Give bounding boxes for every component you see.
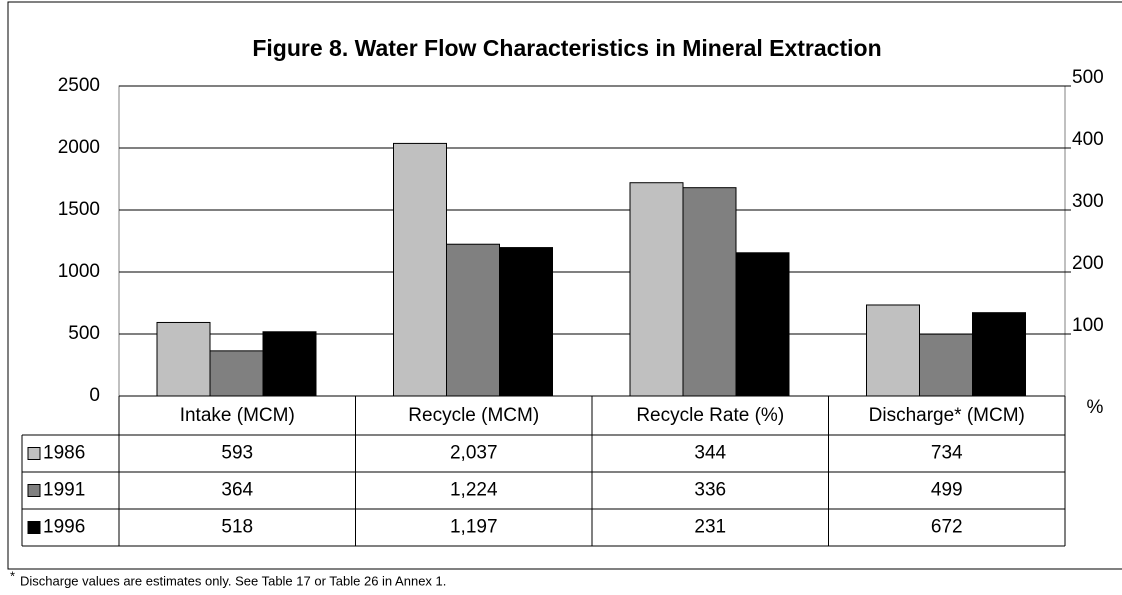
y2-tick-label: 100 bbox=[1072, 315, 1104, 336]
y2-tick-label: 200 bbox=[1072, 253, 1104, 274]
bar bbox=[393, 142, 447, 397]
table-cell: 734 bbox=[931, 443, 963, 464]
table-cell: 364 bbox=[221, 480, 253, 501]
table-cell: 336 bbox=[694, 480, 726, 501]
y-tick-label: 0 bbox=[89, 385, 100, 406]
table-cell: 672 bbox=[931, 517, 963, 538]
table-cell: 231 bbox=[694, 517, 726, 538]
bar bbox=[919, 333, 973, 397]
y-tick-label: 1500 bbox=[58, 199, 100, 220]
y-tick-label: 2500 bbox=[58, 75, 100, 96]
y-tick-label: 1000 bbox=[58, 261, 100, 282]
legend-label: 1996 bbox=[43, 517, 85, 538]
bar bbox=[866, 304, 920, 397]
table-cell: 518 bbox=[221, 517, 253, 538]
y2-axis-label: % bbox=[1087, 397, 1104, 418]
x-tick-label: Discharge* (MCM) bbox=[869, 405, 1025, 426]
bar bbox=[499, 247, 553, 397]
chart-title: Figure 8. Water Flow Characteristics in … bbox=[252, 35, 881, 61]
legend-swatch bbox=[27, 447, 41, 460]
bar bbox=[682, 187, 737, 397]
y-tick-label: 500 bbox=[68, 323, 100, 344]
bar bbox=[262, 331, 317, 397]
legend-swatch bbox=[27, 521, 41, 534]
legend-label: 1986 bbox=[43, 443, 85, 464]
footnote: Discharge values are estimates only. See… bbox=[20, 573, 446, 588]
table-cell: 499 bbox=[931, 480, 963, 501]
table-cell: 1,224 bbox=[450, 480, 498, 501]
legend-swatch bbox=[27, 484, 41, 497]
table-cell: 344 bbox=[694, 443, 726, 464]
y2-tick-label: 300 bbox=[1072, 191, 1104, 212]
bar bbox=[156, 321, 211, 397]
y-tick-label: 2000 bbox=[58, 137, 100, 158]
bar bbox=[629, 182, 684, 397]
table-cell: 2,037 bbox=[450, 443, 498, 464]
x-tick-label: Recycle (MCM) bbox=[408, 405, 539, 426]
bar bbox=[735, 252, 790, 397]
y2-tick-label: 500 bbox=[1072, 67, 1104, 88]
footnote-marker: * bbox=[10, 568, 15, 583]
table-cell: 593 bbox=[221, 443, 253, 464]
bar bbox=[209, 350, 264, 397]
y2-tick-label: 400 bbox=[1072, 129, 1104, 150]
x-tick-label: Intake (MCM) bbox=[180, 405, 295, 426]
bar bbox=[446, 243, 500, 397]
legend-label: 1991 bbox=[43, 480, 85, 501]
table-cell: 1,197 bbox=[450, 517, 498, 538]
x-tick-label: Recycle Rate (%) bbox=[636, 405, 784, 426]
bar bbox=[972, 312, 1026, 397]
